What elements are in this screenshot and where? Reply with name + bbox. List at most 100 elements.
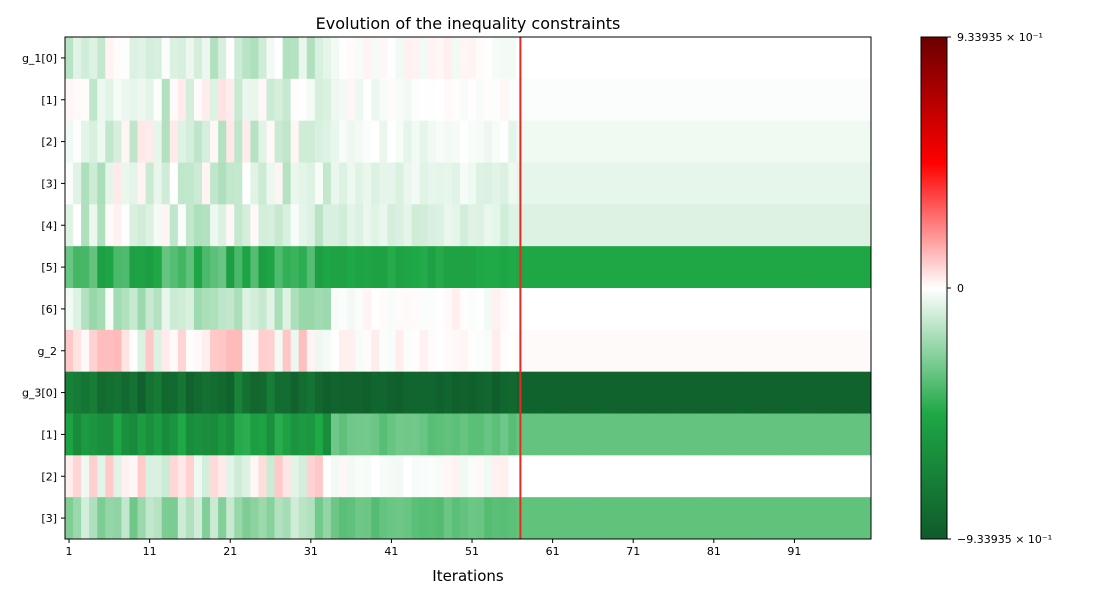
heatmap-cell (605, 497, 614, 540)
heatmap-cell (709, 288, 719, 331)
heatmap-cell (266, 288, 275, 331)
heatmap-cell (629, 371, 638, 414)
heatmap-cell (621, 78, 630, 122)
heatmap-cell (862, 120, 872, 163)
heatmap-cell (822, 413, 832, 456)
heatmap-cell (177, 329, 187, 373)
heatmap-cell (532, 246, 541, 289)
heatmap-cell (322, 204, 332, 247)
heatmap-cell (846, 246, 856, 289)
heatmap-cell (290, 162, 300, 205)
heatmap-cell (532, 204, 541, 247)
heatmap-cell (306, 455, 316, 498)
heatmap-cell (677, 120, 687, 163)
heatmap-cell (355, 37, 364, 80)
heatmap-cell (564, 78, 574, 122)
heatmap-cell (395, 78, 404, 122)
heatmap-cell (121, 329, 130, 373)
heatmap-cell (492, 78, 501, 122)
heatmap-cell (282, 288, 292, 331)
heatmap-cell (451, 329, 461, 373)
heatmap-cell (653, 455, 662, 498)
heatmap-cell (387, 37, 396, 80)
heatmap-cell (451, 37, 461, 80)
heatmap-cell (81, 288, 90, 331)
heatmap-cell (862, 497, 872, 540)
heatmap-cell (725, 246, 735, 289)
heatmap-cell (451, 497, 461, 540)
heatmap-cell (322, 497, 332, 540)
heatmap-cell (137, 371, 146, 414)
heatmap-cell (411, 371, 421, 414)
row-label: g_2 (38, 345, 57, 358)
heatmap-cell (758, 162, 767, 205)
heatmap-cell (427, 329, 437, 373)
heatmap-cell (129, 497, 138, 540)
heatmap-cell (588, 78, 598, 122)
heatmap-cell (113, 246, 122, 289)
heatmap-cell (242, 37, 251, 80)
row-labels: g_1[0] [1] [2] [3] [4] [5] [6] g_2 g_3[0] [1] [2] [… (22, 52, 65, 525)
heatmap-cell (782, 329, 791, 373)
heatmap-cell (862, 37, 872, 80)
heatmap-cell (419, 37, 429, 80)
heatmap-cell (621, 246, 630, 289)
heatmap-cell (468, 497, 477, 540)
heatmap-cell (508, 288, 517, 331)
heatmap-cell (258, 497, 267, 540)
heatmap-cell (645, 497, 654, 540)
colorbar-tick-label: 9.33935 × 10⁻¹ (957, 31, 1043, 44)
heatmap-cell (363, 288, 372, 331)
heatmap-cell (73, 204, 82, 247)
heatmap-cell (596, 371, 606, 414)
heatmap-cell (226, 288, 235, 331)
heatmap-cell (298, 120, 308, 163)
heatmap-cell (411, 455, 421, 498)
heatmap-cell (427, 78, 437, 122)
heatmap-cell (298, 78, 308, 122)
heatmap-cell (661, 288, 670, 331)
heatmap-cell (234, 288, 243, 331)
heatmap-cell (403, 120, 412, 163)
heatmap-cell (830, 455, 840, 498)
heatmap-cell (500, 37, 509, 80)
heatmap-cell (854, 329, 864, 373)
heatmap-cell (121, 37, 130, 80)
heatmap-cell (339, 497, 348, 540)
heatmap-cell (548, 455, 558, 498)
heatmap-cell (637, 204, 646, 247)
heatmap-cell (621, 413, 630, 456)
heatmap-cell (258, 329, 267, 373)
colorbar (920, 36, 948, 540)
heatmap-cell (709, 78, 719, 122)
x-axis-label: Iterations (432, 567, 504, 585)
heatmap-cell (129, 329, 138, 373)
heatmap-cell (379, 497, 388, 540)
heatmap-cell (605, 329, 614, 373)
heatmap-cell (314, 455, 324, 498)
heatmap-cell (701, 455, 711, 498)
heatmap-cell (306, 497, 316, 540)
heatmap-cell (435, 413, 445, 456)
heatmap-cell (379, 246, 388, 289)
heatmap-cell (169, 246, 179, 289)
heatmap-cell (298, 162, 308, 205)
heatmap-cell (169, 162, 179, 205)
heatmap-cell (298, 246, 308, 289)
heatmap-cell (379, 455, 388, 498)
heatmap-cell (129, 288, 138, 331)
heatmap-cell (862, 413, 872, 456)
heatmap-cell (862, 246, 872, 289)
heatmap-cell (580, 288, 590, 331)
heatmap-cell (459, 246, 469, 289)
heatmap-cell (725, 78, 735, 122)
heatmap-cell (798, 497, 807, 540)
heatmap-cell (588, 162, 598, 205)
heatmap-cell (774, 371, 783, 414)
heatmap-cell (750, 371, 759, 414)
heatmap-cell (476, 371, 485, 414)
heatmap-cell (202, 288, 211, 331)
heatmap-cell (161, 455, 171, 498)
heatmap-cell (838, 413, 848, 456)
heatmap-cell (798, 37, 807, 80)
